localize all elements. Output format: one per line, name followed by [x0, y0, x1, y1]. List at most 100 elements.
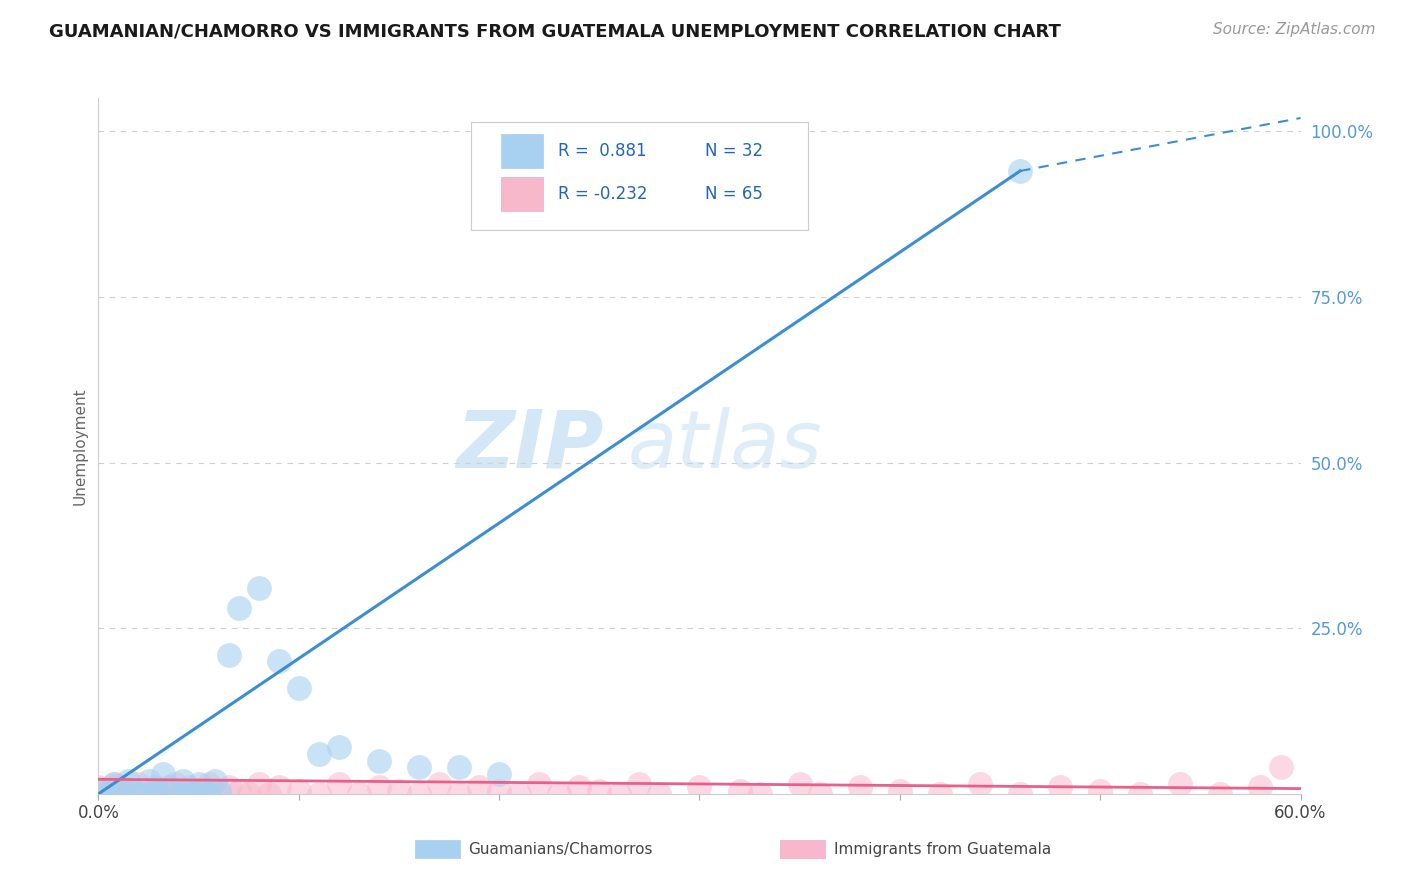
- Point: [508, 787, 530, 801]
- Point: [447, 760, 470, 774]
- Point: [143, 780, 166, 795]
- Point: [124, 783, 146, 797]
- Point: [152, 767, 174, 781]
- Point: [117, 773, 139, 788]
- Point: [257, 787, 280, 801]
- Point: [228, 601, 250, 615]
- Point: [87, 780, 110, 795]
- Point: [167, 787, 190, 801]
- Point: [138, 787, 160, 801]
- Point: [138, 773, 160, 788]
- Point: [308, 747, 330, 761]
- Point: [1010, 787, 1032, 801]
- Bar: [501, 135, 543, 168]
- Point: [1209, 787, 1232, 801]
- Point: [208, 783, 231, 797]
- Point: [191, 787, 214, 801]
- Point: [889, 783, 911, 797]
- Point: [87, 783, 110, 797]
- Point: [849, 780, 872, 795]
- Point: [1270, 760, 1292, 774]
- Point: [124, 787, 146, 801]
- Point: [103, 777, 125, 791]
- Point: [148, 783, 170, 797]
- Point: [197, 777, 219, 791]
- Point: [131, 787, 153, 801]
- Point: [648, 787, 671, 801]
- Point: [548, 787, 571, 801]
- Point: [468, 780, 491, 795]
- Point: [689, 780, 711, 795]
- Point: [163, 777, 186, 791]
- Point: [204, 773, 226, 788]
- Point: [247, 582, 270, 596]
- Point: [107, 787, 129, 801]
- Point: [368, 754, 391, 768]
- Point: [197, 787, 219, 801]
- Point: [117, 783, 139, 797]
- Point: [187, 777, 209, 791]
- Text: R = -0.232: R = -0.232: [558, 186, 647, 203]
- Point: [177, 780, 200, 795]
- Point: [167, 787, 190, 801]
- Point: [408, 787, 430, 801]
- Point: [1129, 787, 1152, 801]
- Point: [218, 648, 240, 662]
- Point: [91, 783, 114, 797]
- Point: [111, 787, 134, 801]
- Text: atlas: atlas: [627, 407, 823, 485]
- Point: [488, 767, 510, 781]
- Point: [328, 740, 350, 755]
- Point: [218, 780, 240, 795]
- Point: [183, 787, 205, 801]
- FancyBboxPatch shape: [471, 122, 807, 230]
- Text: N = 32: N = 32: [706, 142, 763, 160]
- Text: Source: ZipAtlas.com: Source: ZipAtlas.com: [1212, 22, 1375, 37]
- Text: GUAMANIAN/CHAMORRO VS IMMIGRANTS FROM GUATEMALA UNEMPLOYMENT CORRELATION CHART: GUAMANIAN/CHAMORRO VS IMMIGRANTS FROM GU…: [49, 22, 1062, 40]
- Point: [172, 773, 194, 788]
- Bar: [501, 178, 543, 211]
- Point: [228, 783, 250, 797]
- Point: [328, 777, 350, 791]
- Point: [408, 760, 430, 774]
- Point: [808, 787, 831, 801]
- Point: [208, 787, 231, 801]
- Point: [1049, 780, 1071, 795]
- Point: [529, 777, 551, 791]
- Point: [288, 681, 311, 695]
- Point: [93, 787, 115, 801]
- Point: [267, 780, 290, 795]
- Text: R =  0.881: R = 0.881: [558, 142, 647, 160]
- Point: [1088, 783, 1111, 797]
- Point: [347, 787, 370, 801]
- Point: [157, 780, 180, 795]
- Text: N = 65: N = 65: [706, 186, 763, 203]
- Point: [728, 783, 751, 797]
- Text: ZIP: ZIP: [456, 407, 603, 485]
- Point: [1010, 164, 1032, 178]
- Point: [789, 777, 811, 791]
- Point: [969, 777, 991, 791]
- Point: [105, 779, 128, 793]
- Point: [308, 787, 330, 801]
- Point: [177, 783, 200, 797]
- Point: [929, 787, 952, 801]
- Point: [588, 783, 610, 797]
- Point: [427, 777, 450, 791]
- Point: [609, 787, 631, 801]
- Y-axis label: Unemployment: Unemployment: [72, 387, 87, 505]
- Point: [148, 787, 170, 801]
- Point: [748, 787, 770, 801]
- Point: [628, 777, 651, 791]
- Point: [447, 787, 470, 801]
- Point: [100, 781, 122, 796]
- Point: [568, 780, 591, 795]
- Text: Immigrants from Guatemala: Immigrants from Guatemala: [834, 842, 1052, 856]
- Point: [247, 777, 270, 791]
- Point: [128, 777, 150, 791]
- Point: [111, 780, 134, 795]
- Point: [368, 780, 391, 795]
- Point: [187, 783, 209, 797]
- Point: [238, 787, 260, 801]
- Point: [1250, 780, 1272, 795]
